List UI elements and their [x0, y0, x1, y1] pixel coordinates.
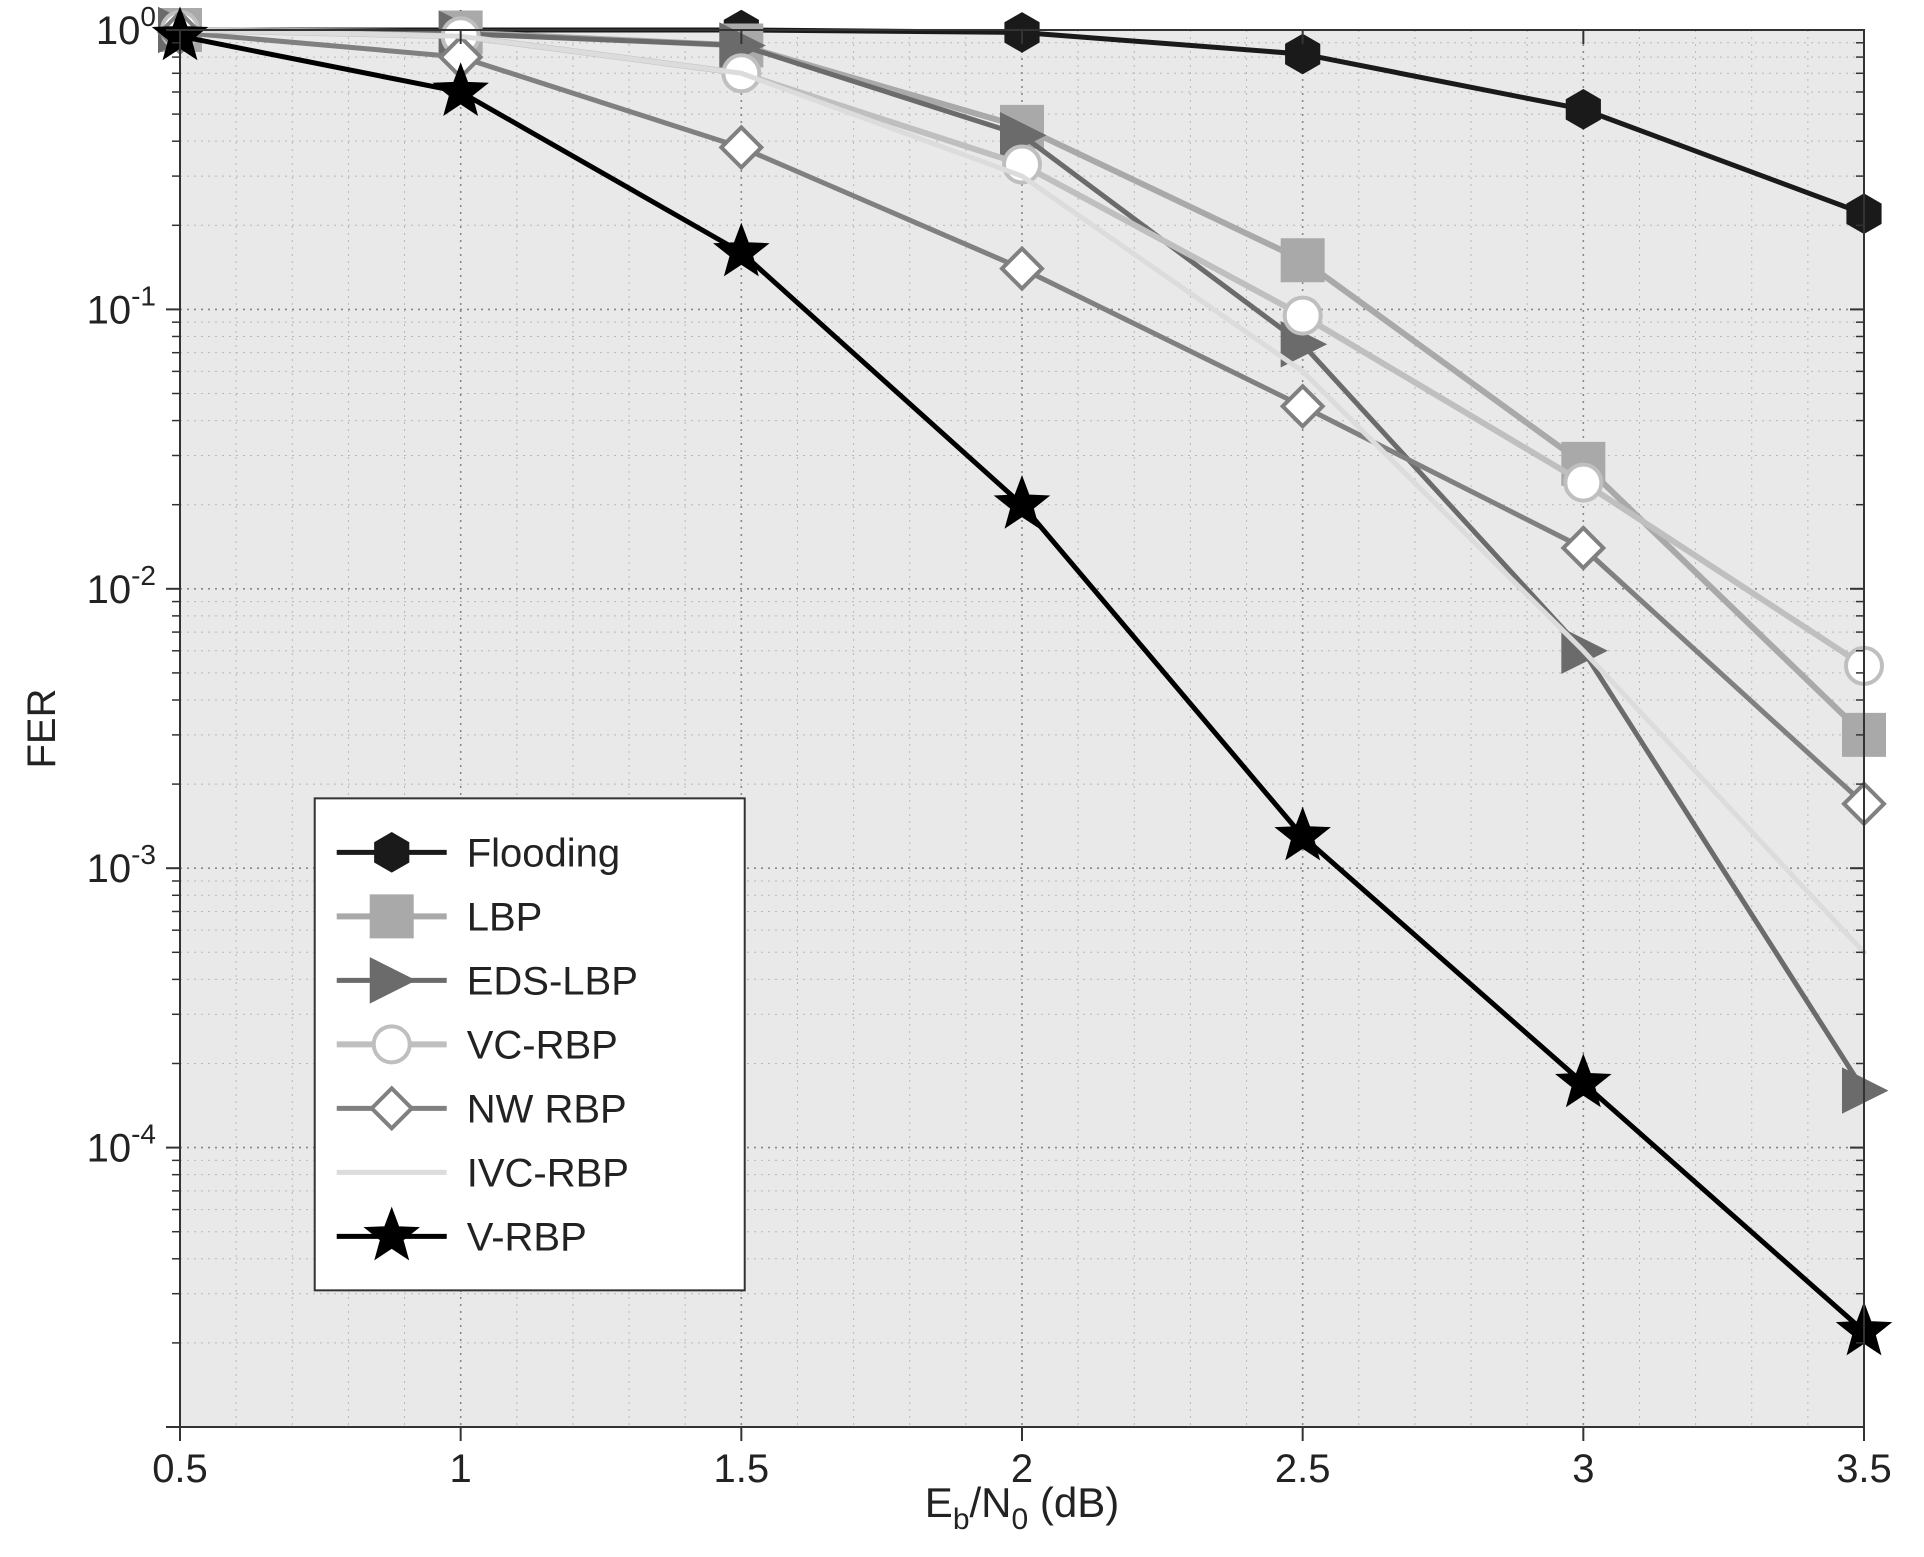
- y-axis-label: FER: [20, 689, 64, 769]
- legend-label: EDS-LBP: [467, 959, 638, 1003]
- series-marker: [1285, 298, 1321, 334]
- legend-swatch-marker: [374, 1026, 410, 1062]
- legend-label: VC-RBP: [467, 1023, 618, 1067]
- x-tick-label: 3: [1572, 1447, 1594, 1491]
- legend: Flooding LBP EDS-LBP VC-RBP NW RBP IVC-RBP V-R…: [315, 798, 745, 1290]
- chart-svg: 0.511.522.533.510-410-310-210-1100Eb/N0 …: [0, 0, 1924, 1557]
- legend-label: NW RBP: [467, 1087, 627, 1131]
- legend-label: LBP: [467, 895, 543, 939]
- legend-label: V-RBP: [467, 1215, 587, 1259]
- series-marker: [1283, 240, 1323, 280]
- x-tick-label: 1.5: [714, 1447, 770, 1491]
- x-tick-label: 3.5: [1836, 1447, 1892, 1491]
- series-marker: [1568, 91, 1599, 127]
- legend-swatch-marker: [376, 834, 407, 870]
- legend-label: Flooding: [467, 831, 620, 875]
- legend-label: IVC-RBP: [467, 1151, 629, 1195]
- x-tick-label: 2.5: [1275, 1447, 1331, 1491]
- legend-swatch-marker: [372, 896, 412, 936]
- x-tick-label: 0.5: [152, 1447, 208, 1491]
- x-tick-label: 1: [450, 1447, 472, 1491]
- chart-container: 0.511.522.533.510-410-310-210-1100Eb/N0 …: [0, 0, 1924, 1557]
- series-marker: [1565, 465, 1601, 501]
